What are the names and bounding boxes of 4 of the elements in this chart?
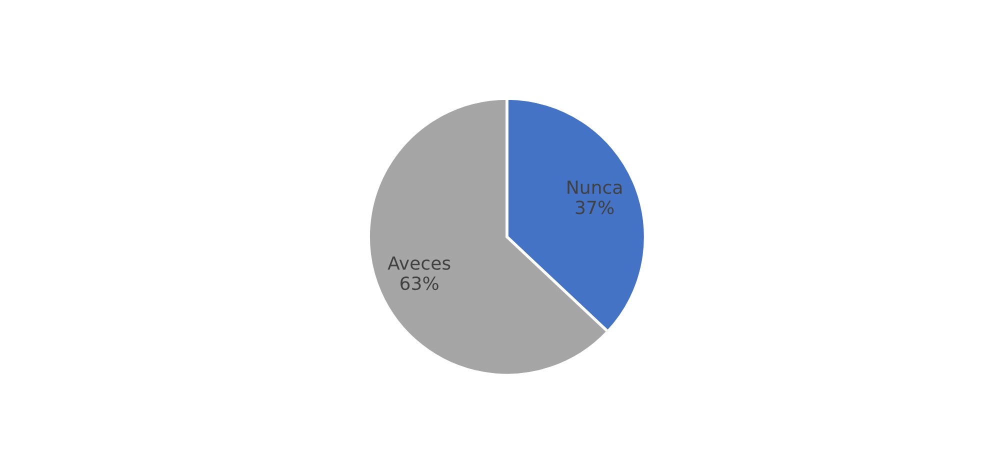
data-label: 63% (400, 276, 438, 290)
data-label: 37% (576, 200, 614, 214)
slice-label: Nunca (568, 180, 622, 194)
slice-label: Aveces (388, 256, 450, 270)
